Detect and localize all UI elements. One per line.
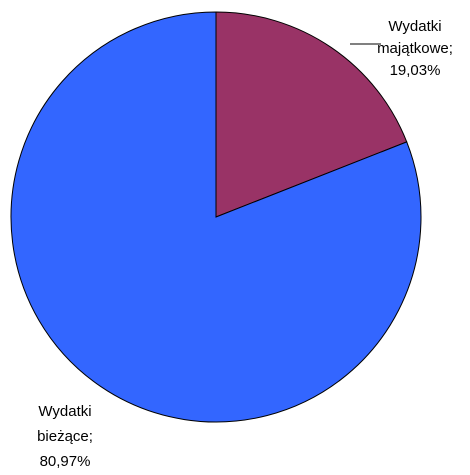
label-value: 19,03% [389, 62, 441, 79]
data-label: Wydatki majątkowe; 19,03% [368, 16, 462, 82]
label-value: 80,97% [39, 453, 91, 470]
pie-slice [215, 11, 408, 218]
label-separator: ; [448, 40, 453, 57]
label-separator: ; [88, 428, 93, 445]
label-category: Wydatki bieżące [37, 403, 92, 445]
pie-slice [10, 11, 422, 423]
data-label: Wydatki bieżące; 80,97% [18, 399, 112, 474]
label-category: Wydatki majątkowe [377, 18, 449, 57]
